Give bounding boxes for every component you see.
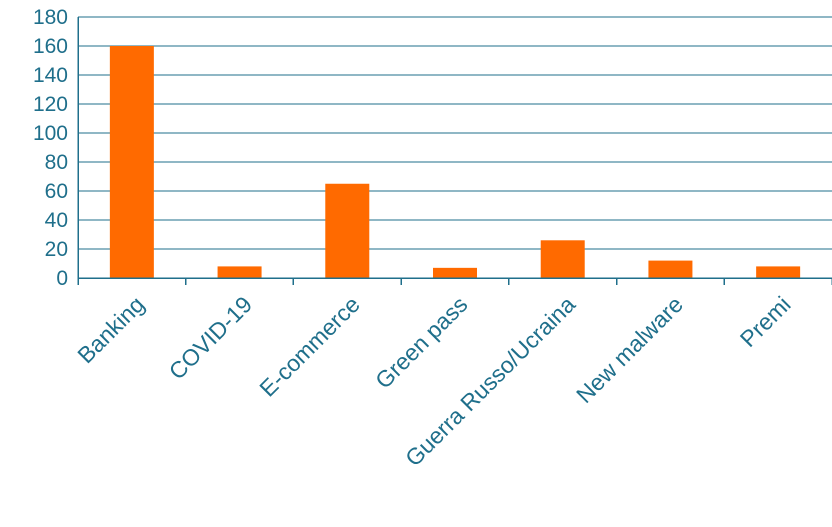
bar-covid-19 bbox=[217, 266, 262, 278]
x-category-label: Green pass bbox=[370, 291, 472, 393]
y-tick-label: 0 bbox=[56, 267, 68, 290]
y-axis-tick-labels: 0 20 40 60 80 100 120 140 160 180 bbox=[33, 6, 68, 290]
y-tick-label: 140 bbox=[33, 64, 68, 87]
x-axis-category-labels: Banking COVID-19E-commerce Green passGuerr… bbox=[72, 291, 795, 471]
y-tick-label: 160 bbox=[33, 35, 68, 58]
x-category-label: Premi bbox=[735, 291, 796, 352]
axes bbox=[77, 17, 832, 285]
x-category-label: New malware bbox=[571, 291, 688, 408]
x-category-label: COVID-19 bbox=[164, 291, 257, 384]
bar-banking bbox=[109, 46, 154, 278]
y-tick-label: 100 bbox=[33, 122, 68, 145]
gridlines bbox=[78, 16, 832, 250]
y-tick-label: 120 bbox=[33, 93, 68, 116]
bars bbox=[109, 46, 801, 278]
bar-green-pass bbox=[433, 267, 477, 278]
y-tick-label: 180 bbox=[33, 6, 68, 29]
x-category-label: E-commerce bbox=[254, 291, 365, 402]
x-category-label: Banking bbox=[72, 291, 149, 368]
y-tick-label: 40 bbox=[45, 209, 68, 232]
y-tick-label: 20 bbox=[45, 238, 68, 261]
y-tick-label: 80 bbox=[45, 151, 68, 174]
bar-guerra-russo-ucraina bbox=[540, 240, 585, 278]
bar-e-commerce bbox=[325, 183, 370, 278]
bar-new-malware bbox=[648, 260, 693, 278]
bar-premi bbox=[756, 266, 801, 278]
y-tick-label: 60 bbox=[45, 180, 68, 203]
